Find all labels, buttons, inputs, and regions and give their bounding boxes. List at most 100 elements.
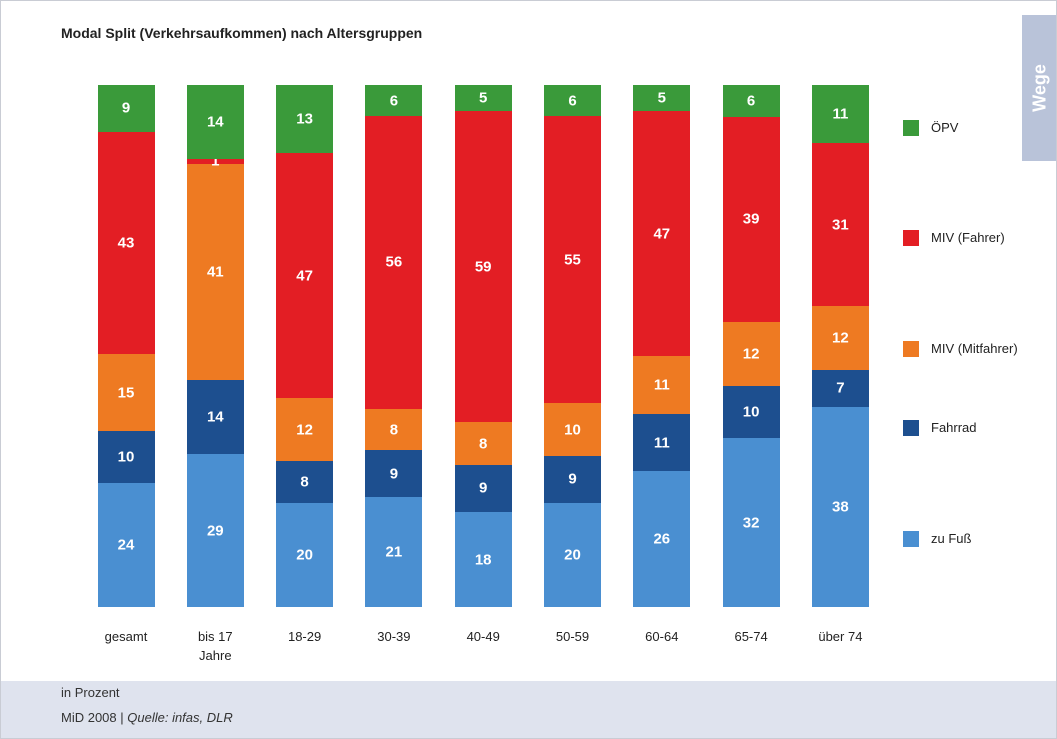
bar-segment (454, 111, 512, 423)
value-label: 5 (657, 89, 666, 107)
x-tick-label: 60-64 (645, 629, 679, 644)
legend-label: zu Fuß (931, 531, 972, 546)
bar-segment (97, 131, 155, 354)
x-tick-label: bis 17 Jahre (197, 629, 233, 663)
value-label: 8 (389, 421, 399, 439)
bar-segment (186, 85, 244, 159)
value-label: 20 (564, 546, 581, 564)
value-label: 8 (479, 435, 488, 453)
value-label: 11 (653, 376, 670, 394)
value-label: 59 (474, 258, 492, 276)
bar-segment (811, 85, 869, 143)
bar-segment (544, 455, 601, 503)
bar-segment (186, 380, 244, 455)
bar-segment (722, 116, 780, 323)
value-label: 12 (296, 421, 313, 439)
value-label: 47 (653, 225, 671, 243)
legend-swatch (903, 341, 919, 357)
value-label: 24 (117, 536, 135, 554)
bar-segment (365, 85, 423, 117)
value-label: 56 (385, 253, 403, 271)
bar-segment (365, 408, 423, 451)
note: in Prozent (61, 685, 120, 700)
value-label: 32 (742, 514, 760, 532)
bar-segment (276, 152, 334, 399)
bar-segment (454, 512, 512, 607)
bar-segment (811, 406, 869, 607)
bar-segment (633, 111, 691, 357)
value-label: 10 (742, 403, 760, 421)
value-label: 55 (564, 251, 581, 269)
value-label: 43 (117, 234, 135, 252)
legend-label: MIV (Mitfahrer) (931, 341, 1018, 356)
value-label: 7 (836, 379, 845, 397)
value-label: 14 (206, 113, 224, 131)
side-tab: Wege (1022, 15, 1056, 161)
value-label: 15 (117, 384, 135, 401)
bar-segment (544, 403, 601, 456)
value-label: 1 (211, 152, 220, 170)
bar-segment (186, 454, 244, 607)
bar-segment (454, 422, 512, 465)
bar-segment (722, 322, 780, 386)
bar-segment (544, 116, 601, 404)
x-tick-label: 30-39 (377, 629, 411, 644)
bar-segment (544, 85, 601, 117)
x-tick-label: 65-74 (734, 629, 768, 644)
bar-segment (97, 85, 155, 132)
bar-segment (276, 460, 334, 503)
bar-segment (186, 158, 244, 165)
value-label: 12 (832, 329, 849, 347)
chart-title: Modal Split (Verkehrsaufkommen) nach Alt… (61, 25, 423, 41)
x-tick-label: über 74 (818, 629, 863, 644)
bar-segment (633, 356, 691, 414)
value-label: 39 (742, 210, 760, 228)
value-label: 10 (117, 448, 135, 466)
value-label: 18 (474, 551, 492, 569)
bar-segment (633, 85, 691, 112)
value-label: 6 (389, 92, 399, 110)
bar-segment (633, 413, 691, 472)
value-label: 31 (832, 216, 849, 234)
source-prefix: MiD 2008 | (61, 710, 124, 725)
legend-label: ÖPV (931, 120, 959, 135)
bar-segment (97, 431, 155, 483)
bar-segment (722, 438, 780, 607)
value-label: 10 (564, 421, 581, 439)
bar-segment (365, 450, 423, 498)
value-label: 9 (121, 99, 131, 117)
value-label: 13 (296, 110, 313, 128)
legend-swatch (903, 120, 919, 136)
value-label: 9 (389, 465, 399, 483)
value-label: 20 (296, 546, 313, 564)
bar-segment (97, 353, 155, 432)
bar-segment (454, 85, 512, 112)
bar-segment (811, 306, 869, 370)
bar-segment (544, 502, 601, 607)
bar-segment (722, 385, 780, 439)
value-label: 11 (832, 105, 849, 123)
value-label: 6 (568, 92, 577, 110)
x-tick-label: 18-29 (287, 629, 322, 644)
bar-segment (811, 143, 869, 307)
legend-swatch (903, 230, 919, 246)
bar-segment (722, 85, 780, 117)
value-label: 47 (296, 267, 313, 285)
value-label: 41 (206, 263, 224, 281)
bar-segment (365, 497, 423, 607)
value-label: 5 (479, 89, 488, 107)
legend-label: Fahrrad (931, 420, 977, 435)
value-label: 38 (832, 498, 849, 516)
source-text: Quelle: infas, DLR (127, 710, 233, 725)
value-label: 8 (300, 473, 309, 491)
bar-segment (186, 164, 244, 381)
bar-segment (276, 502, 334, 607)
footer-band (1, 681, 1056, 738)
legend-label: MIV (Fahrer) (931, 230, 1005, 245)
legend-swatch (903, 420, 919, 436)
value-label: 9 (568, 470, 577, 488)
x-tick-label: gesamt (104, 629, 148, 644)
bar-segment (811, 369, 869, 407)
bar-segment (633, 471, 691, 607)
